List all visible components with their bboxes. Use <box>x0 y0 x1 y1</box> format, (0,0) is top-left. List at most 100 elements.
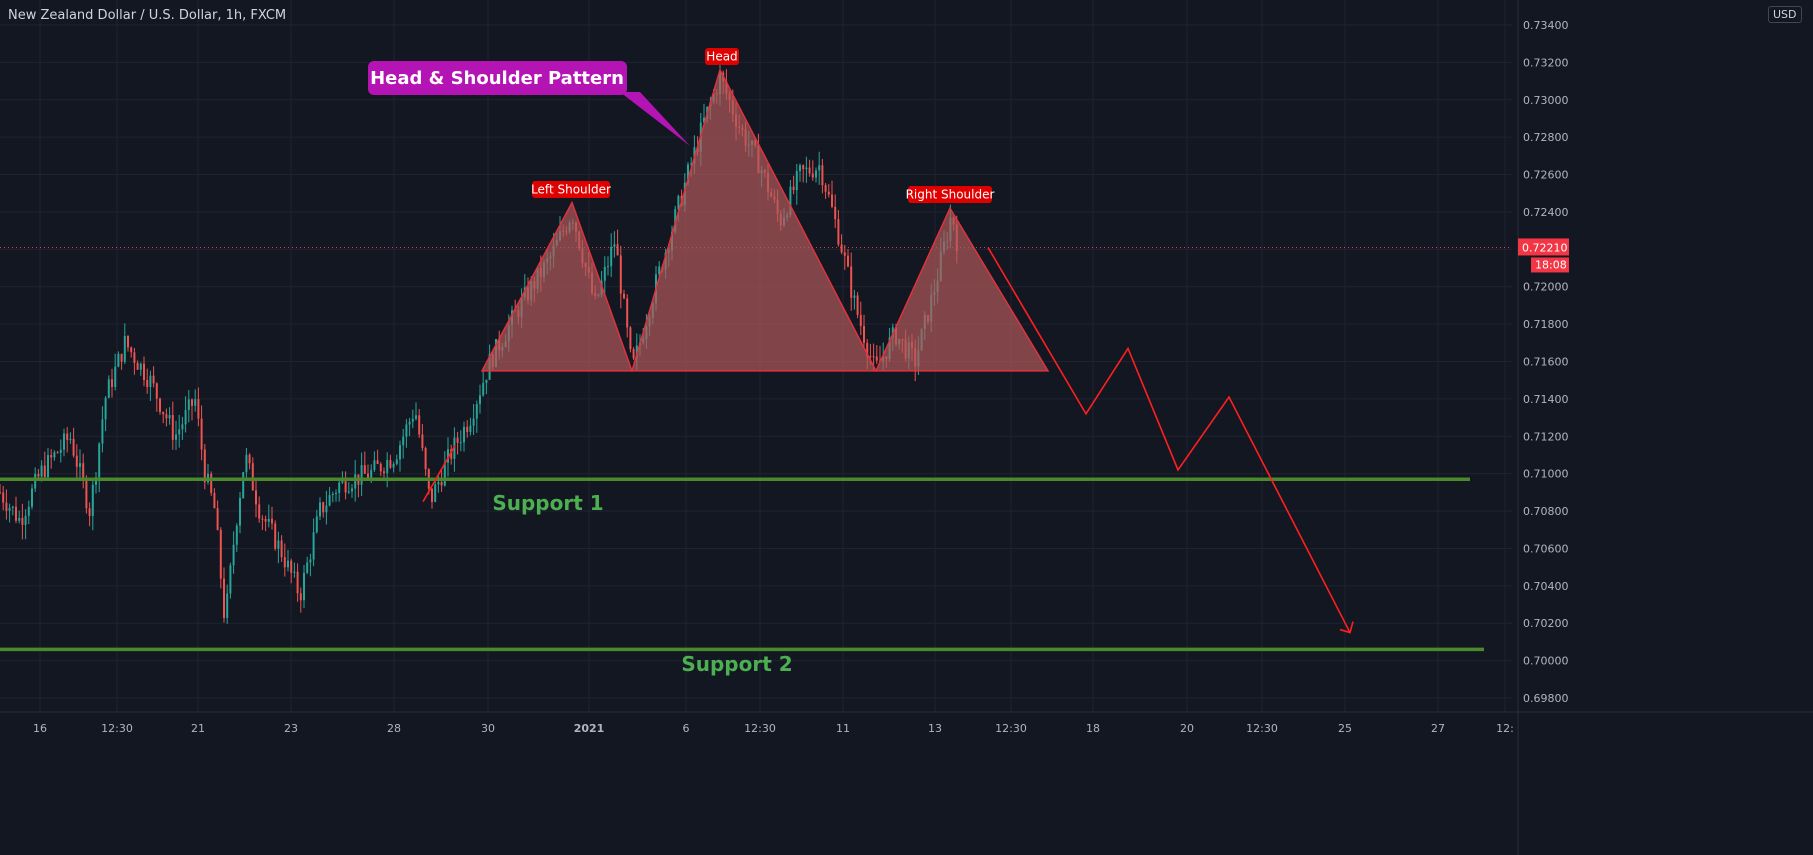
head-shoulder-pattern <box>480 67 1050 372</box>
candle-body <box>155 383 158 399</box>
candle-body <box>56 452 59 454</box>
x-tick-label: 12: <box>1496 722 1514 735</box>
candle-body <box>325 505 328 513</box>
candle-body <box>303 572 305 601</box>
y-tick-label: 0.73200 <box>1523 56 1569 69</box>
candle-body <box>283 557 286 568</box>
time-axis[interactable]: 16 12:30 21 23 28 30 2021 6 12:30 11 13 12:30 18 20 12… <box>0 711 1813 735</box>
candle-body <box>219 529 222 579</box>
candle-body <box>386 460 389 474</box>
candle-body <box>437 482 440 485</box>
candle-body <box>367 473 369 479</box>
candle-body <box>248 454 251 464</box>
candle-body <box>123 335 126 362</box>
candle-body <box>79 463 81 467</box>
candle-body <box>475 404 478 419</box>
candle-body <box>456 437 459 443</box>
candle-body <box>843 252 846 256</box>
candle-body <box>31 488 33 507</box>
candle-body <box>815 170 817 178</box>
candle-body <box>677 195 680 210</box>
candle-body <box>165 414 168 419</box>
candle-body <box>136 362 139 370</box>
candle-body <box>351 488 353 492</box>
candle-body <box>312 532 315 560</box>
candle-body <box>328 495 331 506</box>
candle-body <box>354 474 357 489</box>
x-tick-label: 16 <box>33 722 47 735</box>
candle-body <box>223 578 225 618</box>
candle-body <box>8 507 11 511</box>
candle-body <box>808 167 811 174</box>
candle-body <box>271 518 273 524</box>
candle-body <box>479 395 481 405</box>
candle-body <box>322 502 325 513</box>
right-shoulder-label: Right Shoulder <box>906 188 995 202</box>
candle-body <box>114 366 117 388</box>
candle-body <box>11 506 14 508</box>
candle-body <box>610 246 613 267</box>
candle-body <box>319 502 321 517</box>
candle-body <box>447 449 449 463</box>
entry-trend-line <box>422 445 456 503</box>
candle-body <box>162 411 165 415</box>
candle-body <box>866 342 869 357</box>
candle-body <box>690 163 693 165</box>
candle-body <box>373 460 376 470</box>
x-tick-label: 27 <box>1431 722 1445 735</box>
candle-body <box>847 255 849 267</box>
candle-body <box>242 472 245 498</box>
left-shoulder-triangle <box>480 200 634 372</box>
candle-body <box>293 571 296 573</box>
candle-body <box>175 434 177 440</box>
x-tick-label: 12:30 <box>1246 722 1278 735</box>
candle-body <box>335 492 337 494</box>
candle-body <box>229 565 232 594</box>
candle-body <box>127 335 129 348</box>
candle-body <box>856 295 859 315</box>
candle-body <box>287 560 289 568</box>
candle-body <box>363 465 366 474</box>
candle-body <box>827 191 830 195</box>
candle-body <box>50 455 53 458</box>
candle-body <box>130 347 133 353</box>
candle-body <box>152 375 155 384</box>
x-tick-label: 12:30 <box>744 722 776 735</box>
support-1-label: Support 1 <box>492 491 603 515</box>
candle-body <box>392 464 395 468</box>
candle-body <box>117 353 120 367</box>
candle-body <box>290 560 293 573</box>
candle-body <box>421 434 424 449</box>
candle-body <box>818 165 821 171</box>
candle-body <box>251 463 254 491</box>
candle-body <box>255 490 257 505</box>
candle-body <box>66 433 69 440</box>
candle-body <box>687 164 689 183</box>
callout-box[interactable] <box>368 61 627 95</box>
candle-body <box>623 293 625 299</box>
candle-body <box>277 540 280 549</box>
currency-button[interactable]: USD <box>1768 6 1802 23</box>
candle-body <box>853 295 856 298</box>
candle-body <box>859 314 862 327</box>
candle-body <box>370 469 373 479</box>
candle-body <box>463 426 465 443</box>
candle-body <box>53 452 56 458</box>
candle-body <box>792 186 795 191</box>
candle-body <box>805 167 808 170</box>
x-tick-label: 11 <box>836 722 850 735</box>
candle-body <box>120 353 123 362</box>
y-tick-label: 0.71600 <box>1523 356 1569 369</box>
candle-body <box>21 517 24 525</box>
candle-body <box>603 266 606 281</box>
price-axis[interactable]: 0.73400 0.73200 0.73000 0.72800 0.72600 0.724… <box>1517 0 1569 855</box>
candle-body <box>107 379 110 398</box>
y-tick-label: 0.72600 <box>1523 169 1569 182</box>
left-shoulder-label-bg <box>532 181 610 198</box>
candle-body <box>184 410 187 425</box>
candle-body <box>376 460 379 464</box>
candle-body <box>802 165 805 170</box>
candle-body <box>629 327 632 350</box>
candle-body <box>24 515 27 525</box>
